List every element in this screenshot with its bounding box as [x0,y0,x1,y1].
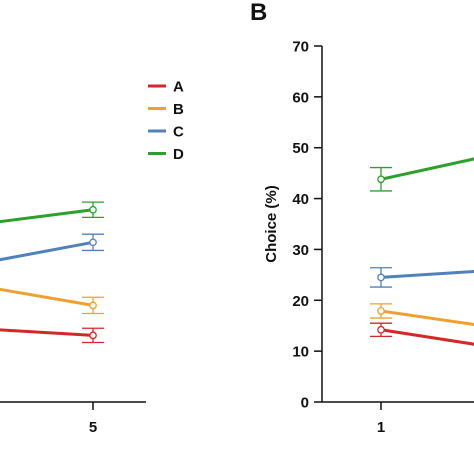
legend-label-a: A [173,79,184,96]
panel-a-line-c [0,240,94,262]
panel-a-point-a [89,331,97,340]
panel-a-point-b [89,301,97,310]
panel-b-y-tick-label: 40 [292,191,309,208]
panel-a-x-tick-label: 5 [89,419,97,436]
panel-b-point-a [377,325,385,334]
panel-a-point-c [89,238,97,247]
panel-b-line-a [380,328,474,346]
panel-b-y-axis-title: Choice (%) [263,185,280,263]
panel-b-x-tick-label: 1 [377,419,385,436]
panel-b-y-tick-label: 10 [292,344,309,361]
legend-label-b: B [173,101,184,118]
panel-a-line-b [0,287,94,307]
panel-a-line-d [0,208,94,224]
panel-b-y-tick-label: 60 [292,89,309,106]
panel-b-line-d [380,157,474,181]
panel-b-point-b [377,307,385,315]
panel-b-line-c [380,269,474,279]
panel-b-y-tick-label: 50 [292,140,309,157]
panel-b-y-tick-label: 0 [301,395,309,412]
panel-a-line-a [0,328,94,337]
panel-a-point-d [89,205,97,214]
panel-b-line-b [380,309,474,327]
panel-b-y-tick-label: 20 [292,293,309,310]
panel-b-point-c [377,273,385,282]
panel-b: B Choice (%) 0 10 20 30 40 50 60 70 1 [250,0,474,436]
panel-a: 5 [0,201,146,436]
legend-label-c: C [173,124,184,141]
panel-b-y-tick-label: 30 [292,242,309,259]
panel-b-y-tick-label: 70 [292,39,309,56]
panel-b-letter: B [250,0,267,26]
legend-label-d: D [173,146,184,163]
panel-b-point-d [377,175,385,184]
